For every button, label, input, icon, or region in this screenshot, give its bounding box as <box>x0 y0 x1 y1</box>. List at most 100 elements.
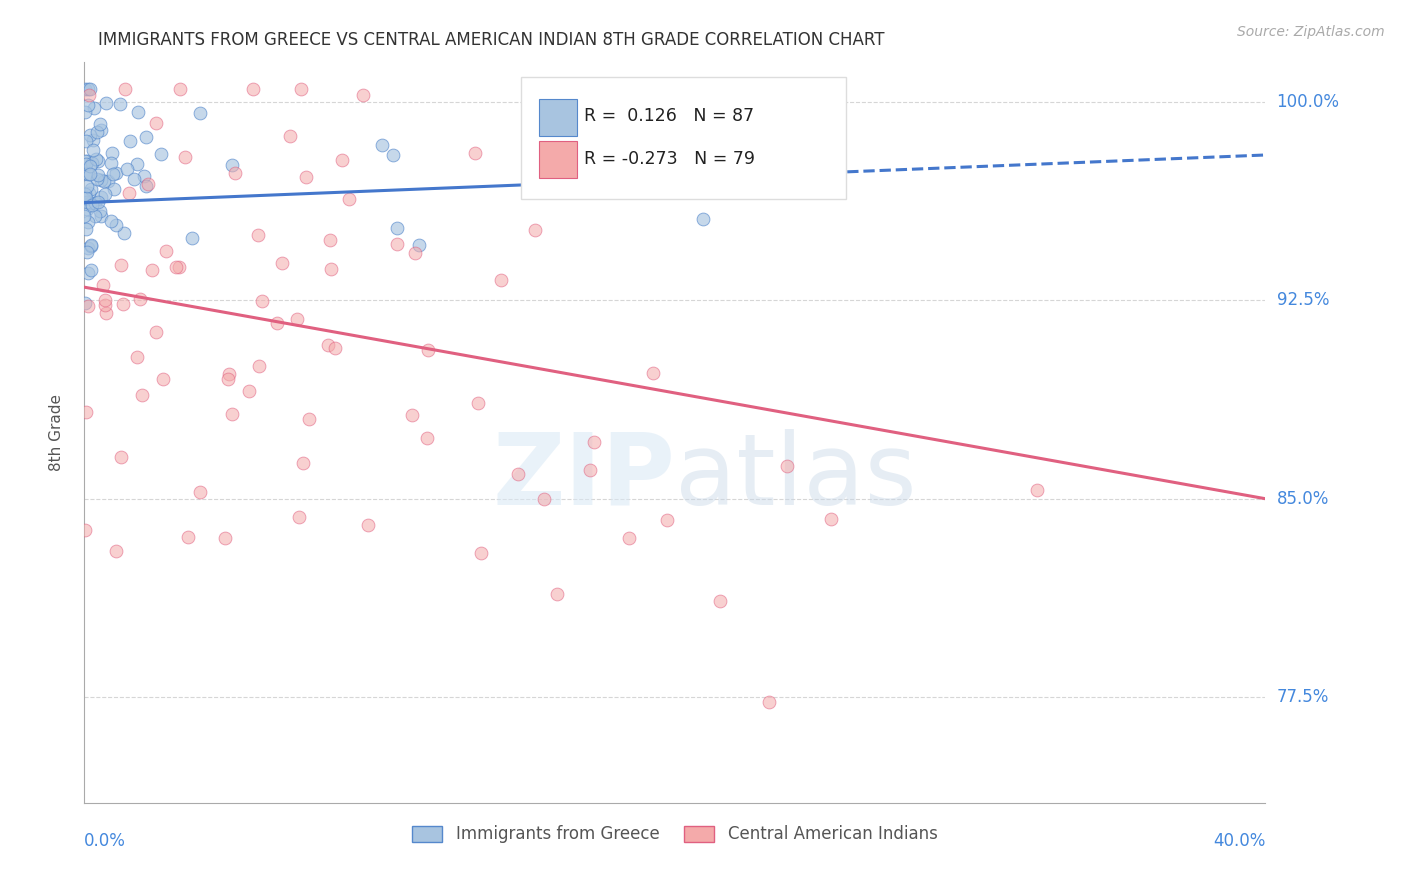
Point <box>127 105 149 120</box>
Point <box>75 104 97 119</box>
Point <box>217 372 239 386</box>
Point <box>330 153 353 167</box>
Point <box>80 238 103 252</box>
Point <box>125 350 148 364</box>
Point <box>546 587 568 601</box>
Point <box>173 150 195 164</box>
Point <box>80 238 103 252</box>
Point <box>83 101 105 115</box>
Point <box>132 169 155 184</box>
Point <box>89 117 111 131</box>
Point <box>167 260 190 275</box>
Point <box>86 152 108 166</box>
Point <box>176 530 198 544</box>
Point <box>280 129 302 144</box>
Point <box>75 405 97 419</box>
Text: R = -0.273   N = 79: R = -0.273 N = 79 <box>583 150 755 168</box>
Point <box>79 159 101 173</box>
Point <box>145 325 167 339</box>
Point <box>75 191 97 205</box>
Point <box>145 115 167 129</box>
Point <box>533 492 555 507</box>
Point <box>141 262 163 277</box>
Point <box>290 82 312 96</box>
Point <box>76 241 98 255</box>
Point <box>1026 483 1049 498</box>
Point <box>93 174 115 188</box>
Point <box>238 384 260 398</box>
Point <box>416 431 439 445</box>
Point <box>84 196 107 211</box>
Point <box>86 154 108 169</box>
Point <box>181 231 204 245</box>
Point <box>416 343 439 357</box>
Point <box>382 148 405 162</box>
Point <box>87 168 110 182</box>
Point <box>758 166 780 180</box>
Point <box>118 186 141 200</box>
Point <box>110 450 132 464</box>
Point <box>76 245 98 260</box>
Point <box>77 266 100 280</box>
Point <box>79 82 101 96</box>
Point <box>82 132 104 146</box>
Point <box>776 459 799 474</box>
Text: 85.0%: 85.0% <box>1277 490 1329 508</box>
Point <box>75 154 97 169</box>
Point <box>75 134 97 148</box>
Point <box>291 456 314 470</box>
Point <box>97 174 120 188</box>
Point <box>129 292 152 306</box>
Point <box>246 227 269 242</box>
Point <box>82 198 104 212</box>
Point <box>169 82 191 96</box>
Point <box>75 524 97 538</box>
Point <box>470 546 492 560</box>
Point <box>323 341 346 355</box>
Point <box>87 194 110 209</box>
Point <box>76 154 98 169</box>
Point <box>77 97 100 112</box>
Point <box>758 695 780 709</box>
Point <box>218 368 240 382</box>
Point <box>125 157 148 171</box>
Point <box>464 145 486 160</box>
Point <box>270 256 292 270</box>
Point <box>401 409 423 423</box>
Point <box>298 412 321 426</box>
Point <box>77 167 100 181</box>
Point <box>91 277 114 292</box>
Point <box>319 233 342 247</box>
Point <box>794 137 817 152</box>
FancyBboxPatch shape <box>538 99 576 136</box>
Point <box>94 293 117 307</box>
FancyBboxPatch shape <box>522 78 846 200</box>
Point <box>100 146 122 161</box>
Point <box>86 125 108 139</box>
Point <box>357 517 380 532</box>
Point <box>524 223 547 237</box>
Point <box>111 297 134 311</box>
Y-axis label: 8th Grade: 8th Grade <box>49 394 63 471</box>
Text: IMMIGRANTS FROM GREECE VS CENTRAL AMERICAN INDIAN 8TH GRADE CORRELATION CHART: IMMIGRANTS FROM GREECE VS CENTRAL AMERIC… <box>98 31 884 49</box>
Point <box>150 146 173 161</box>
Point <box>118 134 141 148</box>
Point <box>506 467 529 481</box>
Point <box>115 161 138 176</box>
Point <box>108 97 131 112</box>
Point <box>136 177 159 191</box>
Point <box>82 155 104 169</box>
Point <box>90 210 112 224</box>
Text: 40.0%: 40.0% <box>1213 832 1265 850</box>
Point <box>692 211 714 226</box>
Point <box>77 186 100 200</box>
FancyBboxPatch shape <box>538 141 576 178</box>
Point <box>316 338 339 352</box>
Point <box>101 167 124 181</box>
Point <box>75 222 97 236</box>
Point <box>371 137 394 152</box>
Point <box>617 531 640 545</box>
Point <box>103 182 125 196</box>
Point <box>221 407 243 421</box>
Point <box>73 209 96 223</box>
